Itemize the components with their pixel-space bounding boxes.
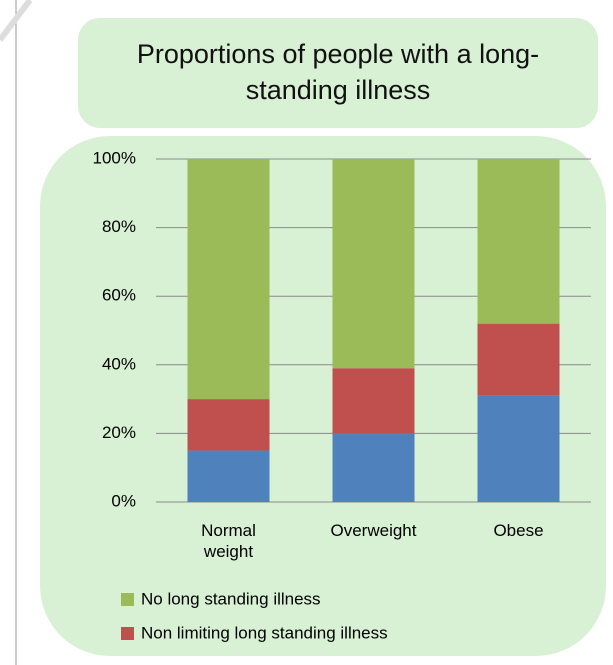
- x-tick-label: Overweight: [330, 521, 417, 540]
- bar-segment: [477, 159, 560, 324]
- x-tick-label: Normal weight: [201, 521, 256, 561]
- x-tick-label: Obese: [493, 521, 544, 540]
- bar-segment: [332, 368, 415, 434]
- legend-label: No long standing illness: [141, 589, 321, 608]
- bar-segment: [332, 433, 415, 502]
- title-box: [78, 18, 598, 128]
- y-tick-label: 40%: [102, 354, 136, 373]
- bar-segment: [187, 399, 270, 451]
- decor: [0, 0, 33, 42]
- chart-title: Proportions of people with a long-standi…: [136, 39, 540, 105]
- y-tick-label: 20%: [102, 423, 136, 442]
- chart-panel: [40, 136, 606, 656]
- legend-label: Non limiting long standing illness: [141, 623, 388, 642]
- y-tick-label: 0%: [111, 491, 136, 510]
- y-tick-label: 80%: [102, 217, 136, 236]
- bar-segment: [332, 159, 415, 369]
- bar-segment: [187, 159, 270, 400]
- legend-swatch: [121, 627, 134, 640]
- bar-segment: [477, 395, 560, 502]
- y-tick-label: 100%: [93, 148, 136, 167]
- bar-segment: [187, 450, 270, 502]
- y-tick-label: 60%: [102, 286, 136, 305]
- bar-segment: [477, 323, 560, 396]
- legend-swatch: [121, 593, 134, 606]
